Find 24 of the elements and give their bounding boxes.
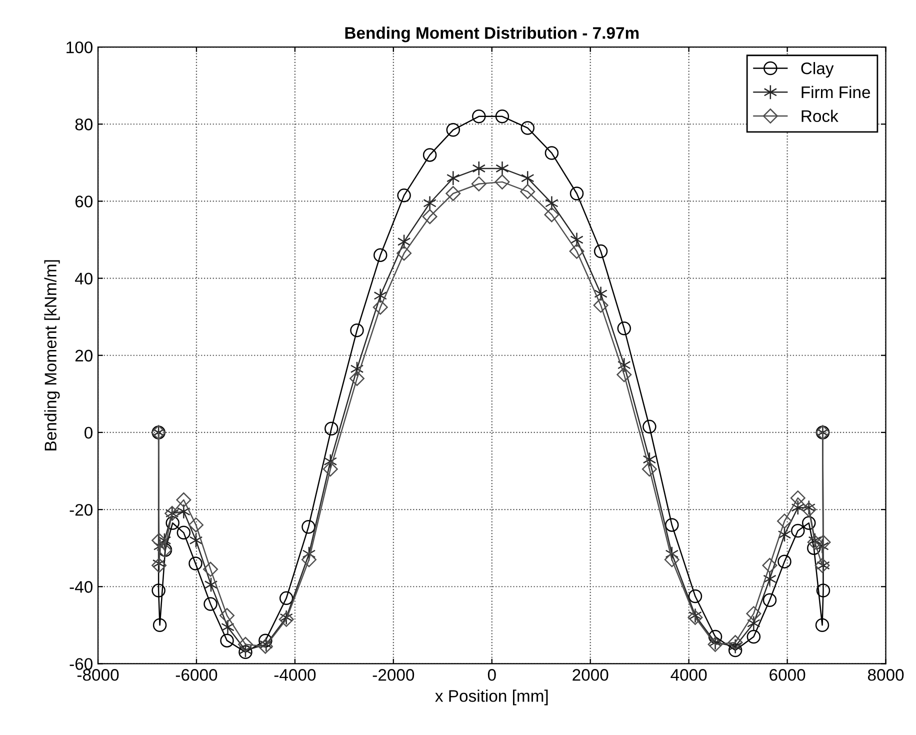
y-tick-label: 20 xyxy=(75,350,92,362)
x-tick-label: -6000 xyxy=(176,669,218,681)
x-axis-title: x Position [mm] xyxy=(435,690,548,706)
legend-label: Clay xyxy=(801,62,834,78)
x-tick-label: -4000 xyxy=(274,669,316,681)
y-tick-label: 60 xyxy=(75,196,92,208)
y-tick-label: 0 xyxy=(84,426,92,439)
y-tick-label: 100 xyxy=(66,41,92,54)
chart-title: Bending Moment Distribution - 7.97m xyxy=(345,26,639,42)
x-tick-label: 2000 xyxy=(572,669,608,681)
x-tick-label: -8000 xyxy=(77,669,119,681)
y-tick-label: -60 xyxy=(70,658,92,670)
y-tick-label: -40 xyxy=(70,581,92,593)
legend-label: Rock xyxy=(802,110,838,122)
x-tick-label: 0 xyxy=(488,669,496,681)
x-tick-label: -2000 xyxy=(372,669,414,681)
y-tick-label: 40 xyxy=(74,272,92,284)
x-tick-label: 4000 xyxy=(670,669,707,681)
x-tick-label: 6000 xyxy=(770,669,806,681)
y-axis-title: Bending Moment [kNm/m] xyxy=(44,260,60,450)
x-tick-label: 8000 xyxy=(868,669,904,681)
legend-label: Firm Fine xyxy=(802,86,870,98)
y-tick-label: -20 xyxy=(70,504,92,516)
y-tick-label: 80 xyxy=(75,118,92,130)
